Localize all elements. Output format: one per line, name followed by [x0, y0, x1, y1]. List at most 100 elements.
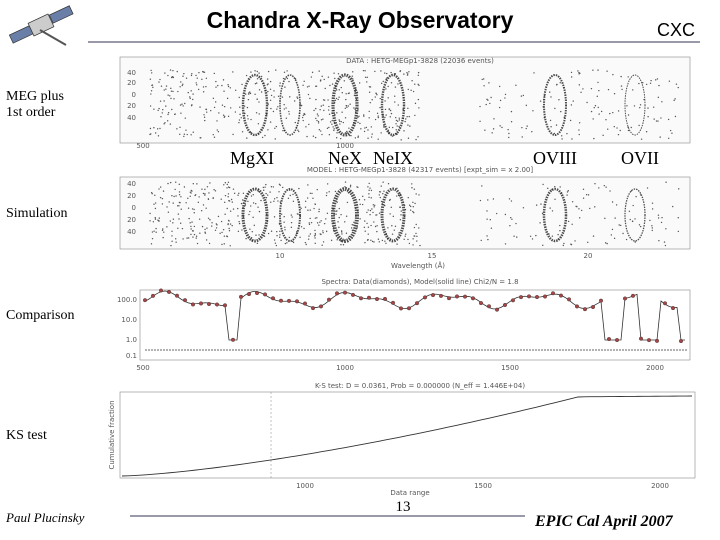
event-dot	[570, 76, 573, 78]
event-dot	[192, 230, 194, 232]
event-dot	[363, 130, 366, 133]
event-dot	[665, 228, 667, 230]
event-dot	[367, 129, 369, 131]
event-dot	[303, 80, 305, 83]
event-dot	[279, 85, 281, 87]
event-dot	[363, 226, 366, 229]
event-dot	[205, 77, 208, 79]
event-dot	[495, 212, 498, 215]
event-dot	[279, 236, 281, 238]
event-dot	[270, 107, 272, 110]
event-dot	[358, 82, 361, 84]
event-dot	[515, 222, 517, 225]
event-dot	[341, 231, 343, 233]
event-dot	[357, 121, 359, 124]
event-dot	[678, 188, 680, 190]
event-dot	[201, 188, 203, 190]
event-dot	[363, 115, 365, 117]
event-dot	[291, 216, 293, 218]
x-tick-label: 1000	[336, 142, 354, 150]
event-dot	[504, 93, 507, 96]
event-dot	[301, 116, 304, 119]
event-dot	[276, 108, 278, 110]
event-dot	[358, 115, 360, 118]
event-dot	[382, 114, 384, 117]
spectra-diamond	[166, 289, 171, 294]
event-dot	[232, 208, 235, 210]
event-dot	[150, 243, 153, 245]
event-dot	[179, 104, 182, 106]
event-dot	[219, 232, 221, 235]
event-dot	[296, 97, 299, 99]
event-dot	[362, 195, 364, 198]
event-dot	[231, 201, 234, 203]
event-dot	[279, 234, 281, 236]
event-dot	[344, 186, 346, 188]
event-dot	[338, 226, 340, 229]
event-dot	[560, 110, 562, 113]
event-dot	[269, 88, 272, 90]
event-dot	[639, 225, 642, 228]
event-dot	[411, 183, 413, 185]
event-dot	[213, 72, 216, 75]
event-dot	[340, 120, 342, 123]
event-dot	[211, 225, 213, 227]
spectra-diamond	[439, 293, 444, 298]
event-dot	[220, 198, 222, 200]
event-dot	[221, 243, 223, 246]
event-dot	[205, 85, 207, 88]
event-dot	[349, 186, 352, 188]
event-dot	[378, 212, 381, 214]
event-dot	[190, 225, 192, 228]
event-dot	[202, 86, 205, 88]
event-dot	[175, 241, 177, 243]
event-dot	[358, 199, 361, 201]
event-dot	[181, 103, 183, 105]
y-tick-label: 1.0	[126, 336, 137, 344]
event-dot	[171, 108, 173, 111]
event-dot	[627, 129, 630, 132]
event-dot	[578, 129, 580, 131]
event-dot	[318, 210, 320, 213]
event-dot	[414, 202, 416, 205]
panel-title: Spectra: Data(diamonds), Model(solid lin…	[321, 278, 518, 286]
event-dot	[327, 99, 329, 101]
event-dot	[613, 237, 616, 240]
event-dot	[164, 72, 166, 74]
event-dot	[162, 190, 165, 192]
event-dot	[386, 72, 388, 75]
event-dot	[166, 206, 168, 208]
event-dot	[367, 233, 369, 235]
event-dot	[597, 69, 599, 71]
event-dot	[596, 95, 598, 98]
event-dot	[550, 126, 552, 128]
event-dot	[275, 69, 277, 71]
event-dot	[191, 208, 194, 210]
event-dot	[214, 101, 217, 103]
event-dot	[292, 193, 294, 196]
event-dot	[280, 239, 282, 242]
event-dot	[169, 69, 172, 71]
event-dot	[612, 73, 614, 76]
event-dot	[481, 78, 483, 81]
event-dot	[354, 108, 356, 110]
event-dot	[308, 123, 310, 126]
event-dot	[629, 218, 631, 221]
event-dot	[193, 233, 196, 236]
event-dot	[350, 227, 353, 229]
event-dot	[638, 124, 640, 127]
event-dot	[657, 214, 660, 216]
event-dot	[484, 129, 486, 131]
spectra-diamond	[246, 292, 251, 297]
event-dot	[199, 106, 201, 108]
footer-author: Paul Plucinsky	[5, 510, 85, 525]
event-dot	[250, 205, 252, 207]
event-dot	[279, 230, 281, 233]
line-ring	[542, 187, 568, 243]
event-dot	[327, 76, 330, 78]
event-dot	[198, 218, 201, 220]
event-dot	[622, 232, 624, 235]
event-dot	[255, 203, 257, 205]
event-dot	[227, 84, 229, 86]
event-dot	[379, 196, 382, 199]
